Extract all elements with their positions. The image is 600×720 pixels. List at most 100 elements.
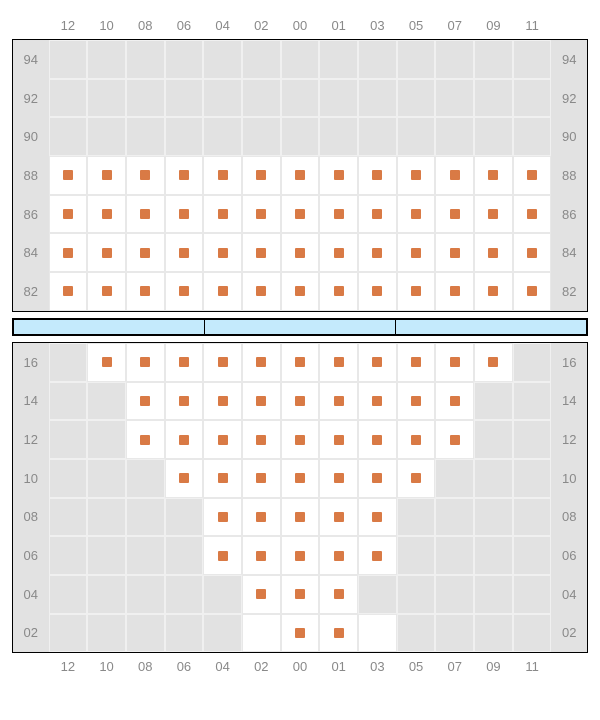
seat-available[interactable] bbox=[281, 614, 320, 653]
seat-available[interactable] bbox=[281, 195, 320, 234]
seat-available[interactable] bbox=[358, 156, 397, 195]
seat-available[interactable] bbox=[126, 156, 165, 195]
seat-available[interactable] bbox=[358, 233, 397, 272]
seat-available[interactable] bbox=[474, 233, 513, 272]
seat-available[interactable] bbox=[319, 614, 358, 653]
seat-available[interactable] bbox=[319, 536, 358, 575]
seat-available[interactable] bbox=[281, 459, 320, 498]
seat-available[interactable] bbox=[474, 272, 513, 311]
seat-available[interactable] bbox=[126, 272, 165, 311]
seat-available[interactable] bbox=[319, 195, 358, 234]
seat-available[interactable] bbox=[203, 156, 242, 195]
seat-available[interactable] bbox=[203, 343, 242, 382]
seat-available[interactable] bbox=[242, 536, 281, 575]
seat-available[interactable] bbox=[474, 195, 513, 234]
seat-available[interactable] bbox=[358, 272, 397, 311]
seat-available[interactable] bbox=[281, 343, 320, 382]
seat-available[interactable] bbox=[281, 272, 320, 311]
seat-available[interactable] bbox=[165, 420, 204, 459]
seat-available[interactable] bbox=[474, 343, 513, 382]
seat-available[interactable] bbox=[281, 575, 320, 614]
seat-available[interactable] bbox=[242, 195, 281, 234]
seat-available[interactable] bbox=[281, 382, 320, 421]
seat-available[interactable] bbox=[513, 272, 552, 311]
seat-available[interactable] bbox=[513, 195, 552, 234]
seat-available[interactable] bbox=[281, 420, 320, 459]
seat-available[interactable] bbox=[87, 156, 126, 195]
seat-available[interactable] bbox=[397, 459, 436, 498]
seat-available[interactable] bbox=[319, 156, 358, 195]
seat-available[interactable] bbox=[203, 459, 242, 498]
seat-available[interactable] bbox=[358, 420, 397, 459]
seat-available[interactable] bbox=[203, 233, 242, 272]
seat-available[interactable] bbox=[165, 272, 204, 311]
seat-available[interactable] bbox=[358, 382, 397, 421]
seat-available[interactable] bbox=[358, 343, 397, 382]
seat-available[interactable] bbox=[87, 195, 126, 234]
seat-available[interactable] bbox=[87, 272, 126, 311]
seat-available[interactable] bbox=[435, 156, 474, 195]
seat-available[interactable] bbox=[242, 233, 281, 272]
seat-available[interactable] bbox=[203, 536, 242, 575]
seat-available[interactable] bbox=[203, 382, 242, 421]
seat-available[interactable] bbox=[397, 382, 436, 421]
seat-available[interactable] bbox=[281, 233, 320, 272]
seat-available[interactable] bbox=[319, 498, 358, 537]
seat-available[interactable] bbox=[242, 420, 281, 459]
seat-available[interactable] bbox=[126, 233, 165, 272]
seat-available[interactable] bbox=[49, 195, 88, 234]
seat-available[interactable] bbox=[397, 343, 436, 382]
seat-available[interactable] bbox=[165, 343, 204, 382]
seat-available[interactable] bbox=[242, 498, 281, 537]
seat-available[interactable] bbox=[49, 272, 88, 311]
seat-available[interactable] bbox=[358, 195, 397, 234]
seat-available[interactable] bbox=[87, 343, 126, 382]
seat-available[interactable] bbox=[397, 195, 436, 234]
seat-available[interactable] bbox=[203, 498, 242, 537]
seat-available[interactable] bbox=[397, 420, 436, 459]
seat-available[interactable] bbox=[435, 382, 474, 421]
seat-available[interactable] bbox=[435, 272, 474, 311]
seat-available[interactable] bbox=[319, 459, 358, 498]
seat-available[interactable] bbox=[319, 575, 358, 614]
seat-available[interactable] bbox=[281, 536, 320, 575]
seat-available[interactable] bbox=[126, 382, 165, 421]
seat-available[interactable] bbox=[281, 498, 320, 537]
seat-available[interactable] bbox=[319, 420, 358, 459]
seat-available[interactable] bbox=[203, 420, 242, 459]
seat-available[interactable] bbox=[435, 233, 474, 272]
seat-available[interactable] bbox=[242, 459, 281, 498]
seat-available[interactable] bbox=[281, 156, 320, 195]
seat-available[interactable] bbox=[397, 156, 436, 195]
seat-available[interactable] bbox=[242, 343, 281, 382]
seat-available[interactable] bbox=[319, 233, 358, 272]
seat-available[interactable] bbox=[513, 156, 552, 195]
seat-available[interactable] bbox=[87, 233, 126, 272]
seat-available[interactable] bbox=[165, 233, 204, 272]
seat-available[interactable] bbox=[319, 272, 358, 311]
seat-available[interactable] bbox=[435, 195, 474, 234]
seat-available[interactable] bbox=[165, 459, 204, 498]
seat-available[interactable] bbox=[242, 156, 281, 195]
seat-available[interactable] bbox=[397, 272, 436, 311]
seat-available[interactable] bbox=[203, 272, 242, 311]
seat-available[interactable] bbox=[165, 382, 204, 421]
seat-available[interactable] bbox=[126, 195, 165, 234]
seat-available[interactable] bbox=[49, 156, 88, 195]
seat-available[interactable] bbox=[435, 343, 474, 382]
seat-available[interactable] bbox=[242, 272, 281, 311]
seat-available[interactable] bbox=[203, 195, 242, 234]
seat-available[interactable] bbox=[319, 343, 358, 382]
seat-available[interactable] bbox=[319, 382, 358, 421]
seat-available[interactable] bbox=[242, 575, 281, 614]
seat-available[interactable] bbox=[397, 233, 436, 272]
seat-available[interactable] bbox=[435, 420, 474, 459]
seat-available[interactable] bbox=[126, 420, 165, 459]
seat-available[interactable] bbox=[358, 498, 397, 537]
seat-available[interactable] bbox=[474, 156, 513, 195]
seat-available[interactable] bbox=[126, 343, 165, 382]
seat-available[interactable] bbox=[513, 233, 552, 272]
seat-available[interactable] bbox=[165, 156, 204, 195]
seat-available[interactable] bbox=[165, 195, 204, 234]
seat-available[interactable] bbox=[49, 233, 88, 272]
